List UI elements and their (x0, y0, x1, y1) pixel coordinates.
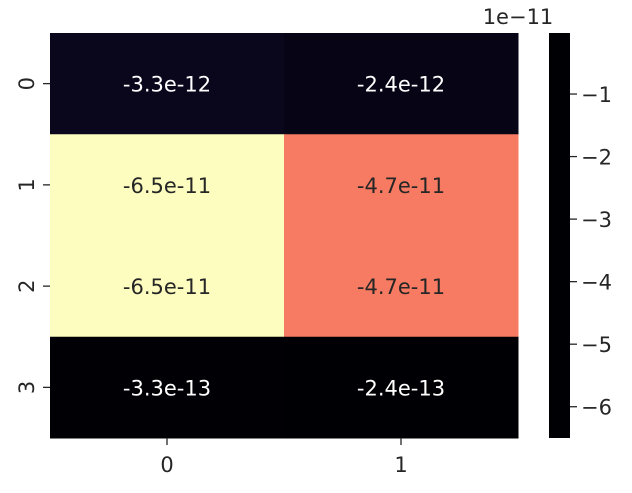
heatmap-cell-r1-c0 (50, 134, 285, 236)
y-tick-label-0: 0 (15, 77, 39, 90)
heatmap-cell-r2-c1 (284, 235, 519, 338)
x-tick-label-0: 0 (160, 453, 173, 477)
colorbar-offset-label: 1e−11 (483, 5, 554, 29)
y-axis: 0 1 2 3 (15, 77, 50, 394)
heatmap-cell-r3-c0 (50, 336, 285, 439)
heatmap-cell-label-r1-c1: -4.7e-11 (357, 174, 445, 198)
heatmap-cell-label-r3-c1: -2.4e-13 (357, 376, 445, 400)
y-tick-label-2: 2 (15, 279, 39, 292)
heatmap-cell-labels: -3.3e-12 -2.4e-12 -6.5e-11 -4.7e-11 -6.5e-11… (123, 73, 445, 401)
heatmap-cell-label-r1-c0: -6.5e-11 (123, 174, 211, 198)
y-tick-label-3: 3 (15, 381, 39, 394)
heatmap-cell-r2-c0 (50, 235, 285, 338)
colorbar-tick-label-1: −2 (581, 146, 612, 170)
colorbar-tick-label-2: −3 (581, 208, 612, 232)
x-tick-label-1: 1 (394, 453, 407, 477)
heatmap-cell-label-r0-c0: -3.3e-12 (123, 73, 211, 97)
heatmap-cells (50, 33, 519, 439)
heatmap-cell-r0-c0 (50, 33, 285, 135)
colorbar-tick-label-0: −1 (581, 83, 612, 107)
colorbar (549, 33, 570, 438)
heatmap-cell-label-r2-c1: -4.7e-11 (357, 275, 445, 299)
heatmap-cell-label-r2-c0: -6.5e-11 (123, 275, 211, 299)
heatmap-cell-r3-c1 (284, 336, 519, 439)
heatmap-cell-r0-c1 (284, 33, 519, 135)
colorbar-tick-label-5: −6 (581, 396, 612, 420)
colorbar-ticks: −1 −2 −3 −4 −5 −6 (570, 83, 612, 420)
y-tick-label-1: 1 (15, 178, 39, 191)
colorbar-tick-label-3: −4 (581, 271, 612, 295)
heatmap-cell-r1-c1 (284, 134, 519, 236)
colorbar-tick-label-4: −5 (581, 333, 612, 357)
heatmap-cell-label-r3-c0: -3.3e-13 (123, 376, 211, 400)
heatmap-cell-label-r0-c1: -2.4e-12 (357, 73, 445, 97)
